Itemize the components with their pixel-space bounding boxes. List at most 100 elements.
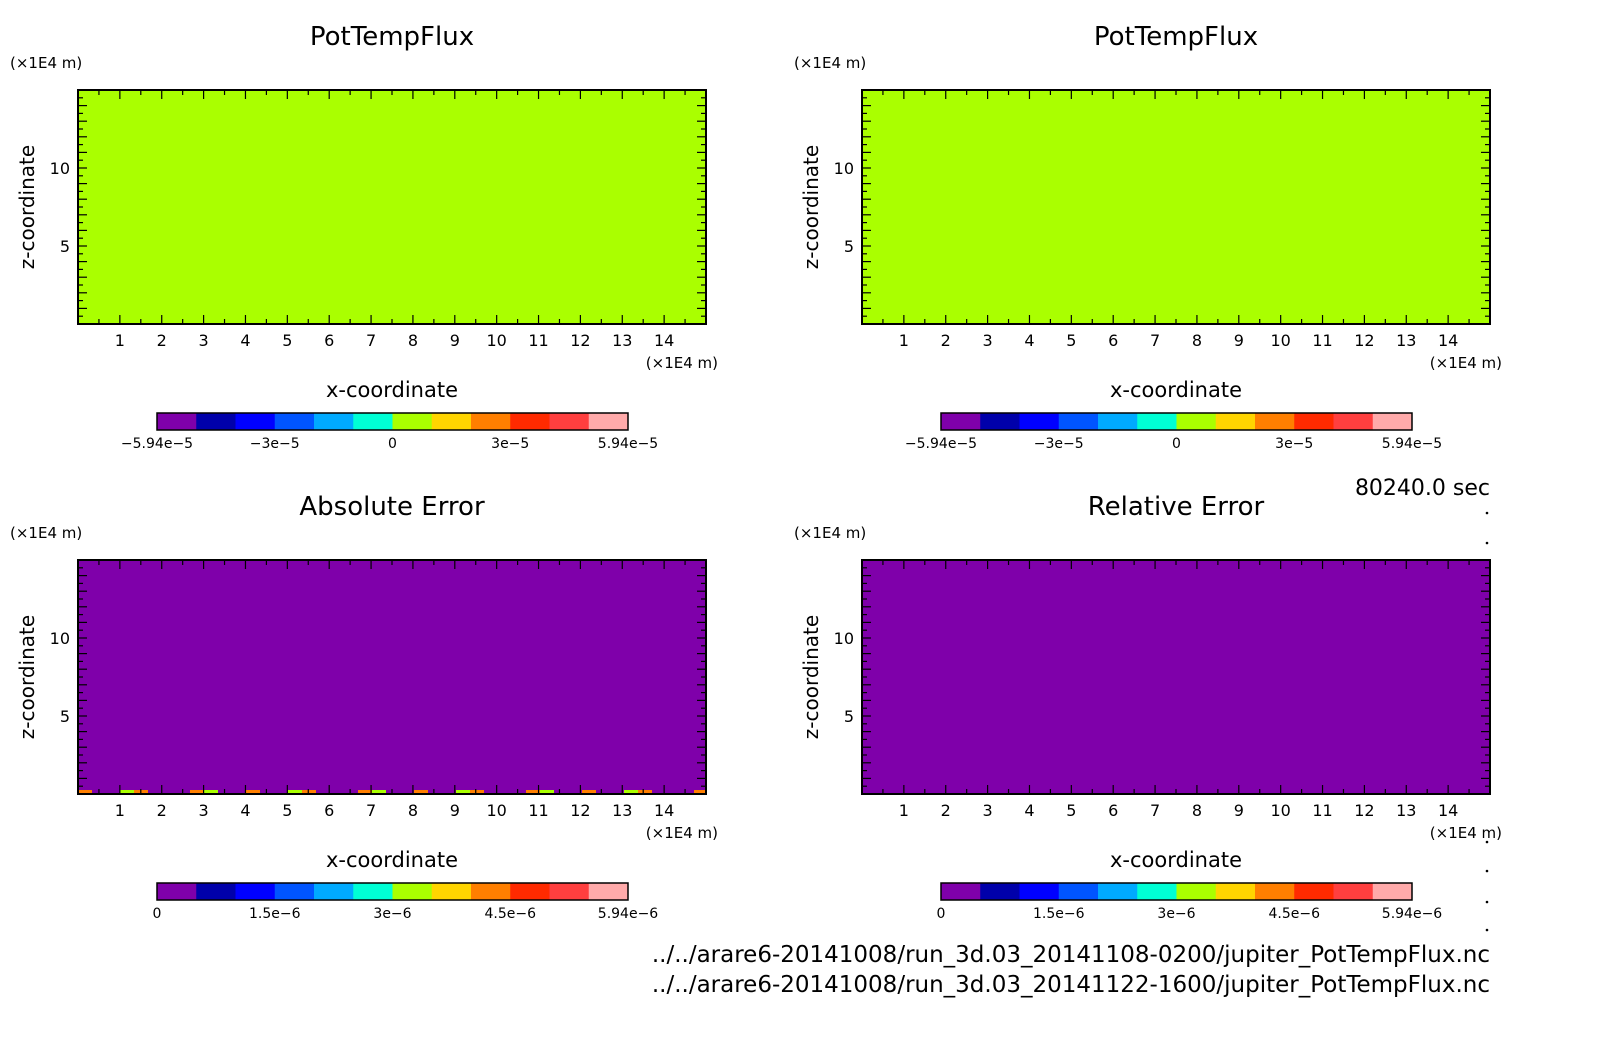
colorbar-cell [196,413,236,430]
panel-1: PotTempFlux(×1E4 m)1 2 3 4 5 6 7 8 9 10 11 12 13 1451… [10,22,718,452]
colorbar-cell [980,883,1020,900]
colorbar-cell [157,883,197,900]
x-tick-label: 9 [1234,801,1244,820]
y-axis-label: z-coordinate [799,145,823,269]
y-unit-label: (×1E4 m) [10,54,82,72]
x-tick-label: 10 [1270,801,1290,820]
x-tick-label: 9 [450,331,460,350]
colorbar-cell [1294,883,1334,900]
colorbar-cell [1058,883,1099,900]
x-tick-label: 2 [157,331,167,350]
noise-cell [372,790,386,793]
colorbar-cell [1137,413,1177,430]
x-tick-label: 13 [612,801,632,820]
colorbar-tick-label: 1.5e−6 [1033,906,1085,922]
x-tick-label: 13 [1396,801,1416,820]
x-axis-label: x-coordinate [1110,378,1242,402]
panel-title: Absolute Error [299,492,485,522]
colorbar-cell [1372,413,1413,430]
colorbar-tick-label: 5.94e−6 [1382,906,1443,922]
colorbar-tick-label: 3e−6 [1157,906,1195,922]
y-tick-label: 10 [50,159,70,178]
colorbar-cell [196,883,236,900]
x-tick-label: 6 [1108,331,1118,350]
x-tick-label: 5 [1066,331,1076,350]
x-tick-label: 7 [366,331,376,350]
x-tick-label: 13 [612,331,632,350]
data-field [78,90,706,324]
data-field [862,560,1490,794]
x-tick-label: 7 [1150,801,1160,820]
colorbar-tick-label: 0 [937,906,946,922]
x-tick-label: 11 [528,331,548,350]
y-unit-label: (×1E4 m) [10,524,82,542]
x-unit-label: (×1E4 m) [646,824,718,842]
panel-title: Relative Error [1088,492,1265,522]
x-tick-label: 9 [1234,331,1244,350]
colorbar-cell [1176,883,1217,900]
x-tick-label: 5 [282,331,292,350]
colorbar-cell [1098,413,1138,430]
x-tick-label: 8 [1192,801,1202,820]
x-tick-label: 2 [941,331,951,350]
x-tick-label: 14 [654,331,674,350]
noise-cell [526,790,540,793]
y-axis-label: z-coordinate [15,615,39,739]
x-unit-label: (×1E4 m) [1430,824,1502,842]
x-tick-label: 12 [1354,331,1374,350]
y-tick-label: 5 [844,237,854,256]
x-axis-label: x-coordinate [1110,848,1242,872]
noise-cell [246,790,260,793]
colorbar-cell [471,883,511,900]
colorbar-cell [353,883,393,900]
colorbar-cell [353,413,393,430]
x-tick-label: 4 [240,801,250,820]
x-tick-label: 11 [1312,331,1332,350]
x-tick-label: 8 [1192,331,1202,350]
x-tick-label: 10 [1270,331,1290,350]
y-unit-label: (×1E4 m) [794,524,866,542]
noise-cell [78,790,92,793]
colorbar-tick-label: 5.94e−5 [598,436,658,452]
colorbar-cell [1333,883,1374,900]
x-tick-label: 5 [1066,801,1076,820]
noise-cell [694,790,706,793]
y-tick-label: 5 [844,707,854,726]
colorbar-cell [588,883,629,900]
colorbar-cell [392,413,433,430]
x-tick-label: 4 [240,331,250,350]
x-tick-label: 10 [486,331,506,350]
x-tick-label: 3 [983,801,993,820]
noise-cell [204,790,218,793]
noise-cell [638,790,652,793]
noise-cell [120,790,134,793]
x-tick-label: 12 [570,331,590,350]
x-tick-label: 3 [983,331,993,350]
colorbar-tick-label: 0 [388,436,397,452]
x-tick-label: 1 [899,801,909,820]
colorbar-tick-label: 5.94e−5 [1382,436,1442,452]
colorbar-tick-label: −5.94e−5 [121,436,193,452]
x-tick-label: 2 [157,801,167,820]
x-tick-label: 9 [450,801,460,820]
panel-title: PotTempFlux [1094,22,1258,52]
colorbar-frame [940,882,1413,901]
colorbar-tick-label: 5.94e−6 [598,906,659,922]
colorbar-tick-label: 0 [1172,436,1181,452]
panel-2: PotTempFlux(×1E4 m)1 2 3 4 5 6 7 8 9 10 11 12 13 1451… [794,22,1502,452]
x-tick-label: 6 [324,801,334,820]
colorbar-cell [1176,413,1217,430]
x-tick-label: 3 [199,331,209,350]
panel-title: PotTempFlux [310,22,474,52]
x-tick-label: 4 [1024,331,1034,350]
colorbar-tick-label: 3e−5 [1275,436,1313,452]
colorbar-cell [941,883,981,900]
colorbar-cell [549,413,590,430]
colorbar-cell [1255,883,1295,900]
colorbar-tick-label: −3e−5 [250,436,300,452]
colorbar-tick-label: 0 [153,906,162,922]
colorbar-cell [1333,413,1374,430]
colorbar-cell [235,413,276,430]
x-unit-label: (×1E4 m) [646,354,718,372]
